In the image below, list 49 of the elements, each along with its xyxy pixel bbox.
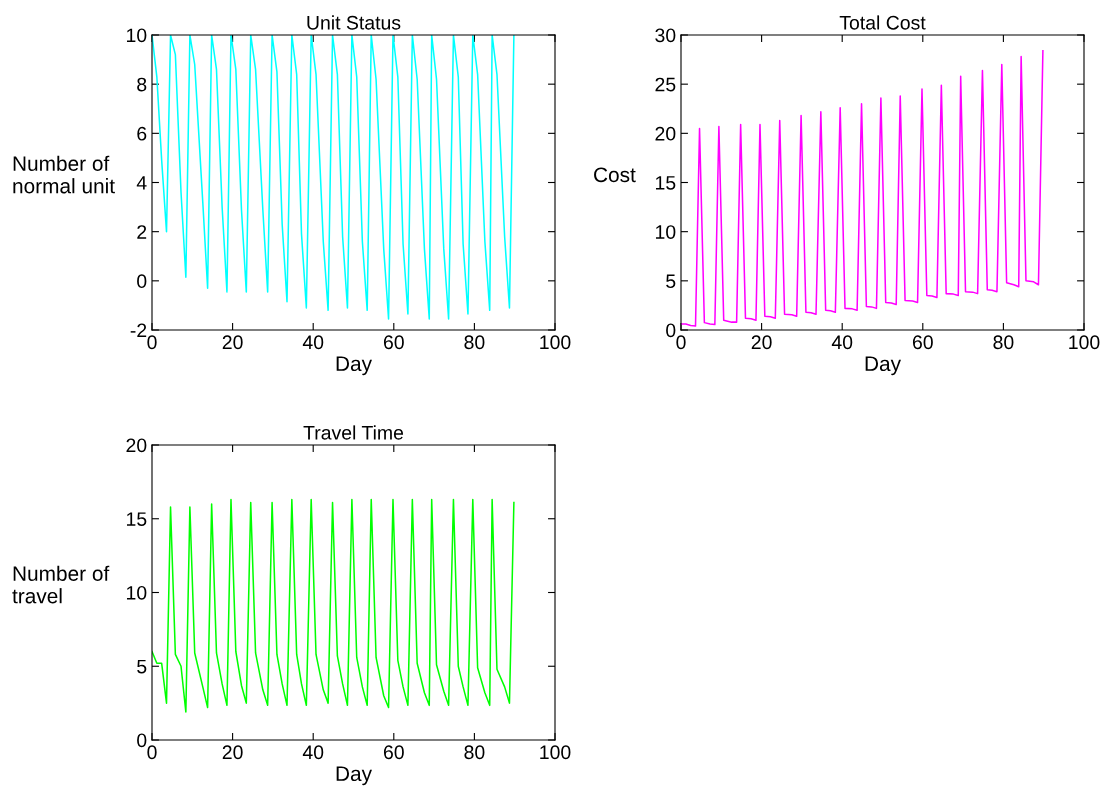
x-tick-label: 80 [464,335,485,350]
y-tick-label: 6 [137,126,147,141]
y-tick-label: 10 [656,225,676,239]
x-tick-label: 20 [751,335,772,350]
chart-title: Total Cost [839,15,926,30]
y-tick-label: 15 [127,512,147,526]
line-series [152,35,515,320]
y-tick-label: 0 [137,733,147,748]
y-tick-label: 5 [666,274,676,289]
x-tick-label: 0 [147,745,157,760]
y-tick-label: 0 [137,274,147,289]
x-tick-label: 100 [1069,335,1100,350]
chart-title: Travel Time [303,425,404,440]
x-axis-title: Day [865,356,901,376]
y-tick-label: 25 [655,77,676,92]
x-axis-title: Day [336,356,372,376]
x-tick-label: 40 [302,335,324,350]
y-tick-label: 20 [655,126,676,141]
x-tick-label: 20 [222,335,243,350]
y-tick-label: -2 [130,323,147,338]
y-tick-label: 0 [666,323,676,338]
y-tick-label: 8 [137,77,147,92]
y-tick-label: 5 [137,659,147,674]
x-tick-label: 100 [540,745,571,760]
x-tick-label: 20 [222,745,243,760]
x-tick-label: 60 [912,335,933,350]
y-tick-label: 10 [127,585,147,600]
x-tick-label: 60 [383,335,404,350]
line-series [152,498,515,713]
x-tick-label: 80 [993,335,1014,350]
x-tick-label: 60 [383,745,404,760]
y-axis-title: Number of normal unit [13,155,115,194]
x-tick-label: 80 [464,745,485,760]
line-series [681,49,1044,327]
y-tick-label: 2 [137,225,147,239]
x-tick-label: 0 [147,335,157,350]
y-tick-label: 4 [136,176,147,190]
y-tick-label: 15 [656,176,676,190]
x-tick-label: 0 [676,335,686,350]
y-axis-title: Cost [594,167,636,183]
x-axis-title: Day [336,766,372,786]
x-tick-label: 40 [302,745,324,760]
chart-title: Unit Status [307,15,401,30]
x-tick-label: 40 [831,335,853,350]
y-tick-label: 30 [655,28,676,43]
y-axis-title: Number of travel [12,565,110,604]
x-tick-label: 100 [540,335,571,350]
y-tick-label: 20 [126,438,147,453]
y-tick-label: 10 [127,28,147,43]
